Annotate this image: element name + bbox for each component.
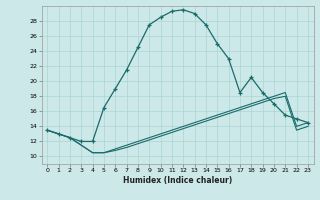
X-axis label: Humidex (Indice chaleur): Humidex (Indice chaleur)	[123, 176, 232, 185]
